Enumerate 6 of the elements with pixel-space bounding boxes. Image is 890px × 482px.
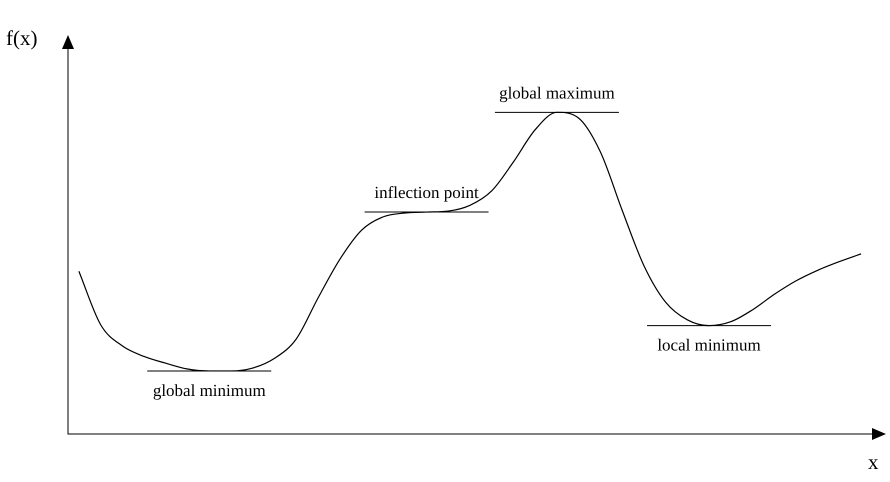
y-axis-title: f(x) [6, 26, 38, 51]
annotation: global minimum [152, 380, 266, 400]
annotation: global maximum [499, 83, 615, 102]
x-axis-title: x [868, 450, 878, 475]
annotation: local minimum [657, 336, 761, 355]
annotation: inflection point [374, 183, 479, 202]
